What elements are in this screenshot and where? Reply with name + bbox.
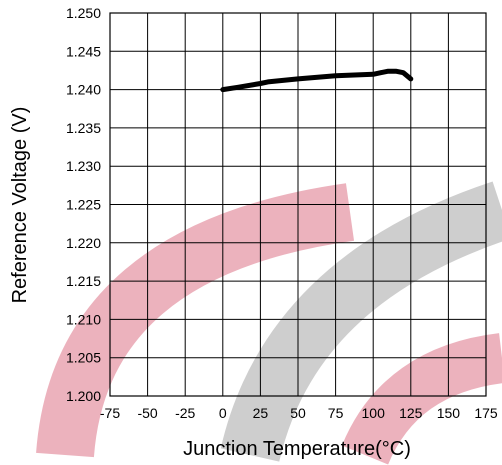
x-axis-ticks: -75 -50 -25 0 25 50 75 100 125 150 175 — [100, 405, 498, 421]
y-tick-label-4: 1.220 — [66, 235, 101, 251]
x-tick-label-2: -25 — [175, 405, 195, 421]
y-axis-ticks: 1.200 1.205 1.210 1.215 1.220 1.225 1.230 1.235… — [66, 5, 101, 404]
x-tick-label-8: 125 — [399, 405, 423, 421]
y-tick-label-8: 1.240 — [66, 82, 101, 98]
y-tick-label-7: 1.235 — [66, 120, 101, 136]
x-tick-label-1: -50 — [137, 405, 157, 421]
y-tick-label-5: 1.225 — [66, 197, 101, 213]
x-tick-label-3: 0 — [219, 405, 227, 421]
series-group — [220, 68, 414, 93]
watermark-pink-arc-right — [341, 333, 502, 465]
y-axis-title: Reference Voltage (V) — [9, 107, 31, 304]
x-tick-label-6: 75 — [328, 405, 344, 421]
plot-grid — [109, 12, 487, 397]
y-tick-label-6: 1.230 — [66, 158, 101, 174]
x-tick-label-5: 50 — [290, 405, 306, 421]
x-tick-label-4: 25 — [253, 405, 269, 421]
y-tick-label-0: 1.200 — [66, 388, 101, 404]
x-tick-label-0: -75 — [100, 405, 120, 421]
y-tick-label-10: 1.250 — [66, 5, 101, 21]
series-line-0 — [220, 68, 414, 93]
x-axis-title: Junction Temperature(°C) — [183, 438, 411, 460]
watermark-pink-arc-left — [36, 183, 355, 458]
y-tick-label-3: 1.215 — [66, 273, 101, 289]
x-tick-label-7: 100 — [362, 405, 386, 421]
y-tick-label-9: 1.245 — [66, 43, 101, 59]
plot-frame — [109, 12, 487, 397]
y-tick-label-1: 1.205 — [66, 350, 101, 366]
x-tick-label-10: 175 — [474, 405, 498, 421]
x-tick-label-9: 150 — [437, 405, 461, 421]
y-tick-label-2: 1.210 — [66, 311, 101, 327]
